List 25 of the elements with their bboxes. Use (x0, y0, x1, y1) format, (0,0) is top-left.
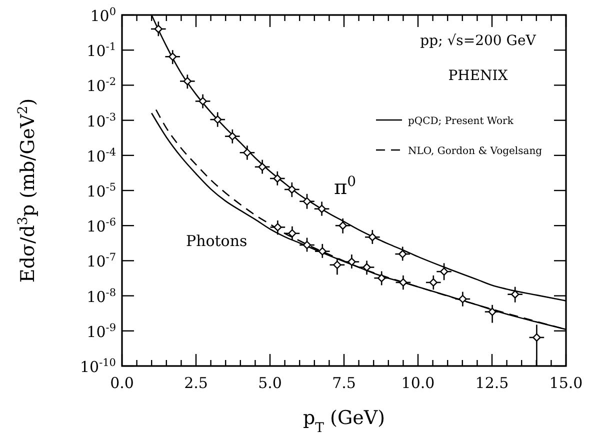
y-tick-label: 10$^{-5}$ (86, 182, 116, 200)
legend-label: pQCD; Present Work (408, 116, 514, 127)
y-tick-label: 10$^{-9}$ (86, 322, 116, 341)
annotation: Photons (186, 232, 248, 250)
annotation: PHENIX (448, 68, 508, 84)
y-tick-label: 10$^{-3}$ (86, 111, 116, 130)
y-tick-label: 10$^{-4}$ (86, 146, 116, 166)
x-tick-label: 12.5 (475, 374, 509, 392)
y-tick-label: 10$^{0}$ (90, 6, 116, 25)
x-tick-label: 15.0 (549, 374, 583, 392)
x-axis-title: p$_{T}$ (GeV) (302, 407, 386, 436)
y-tick-label: 10$^{-7}$ (86, 252, 116, 271)
legend-label: NLO, Gordon & Vogelsang (408, 146, 543, 157)
x-tick-label: 5.0 (258, 374, 282, 392)
x-tick-label: 7.5 (332, 374, 356, 392)
y-tick-label: 10$^{-10}$ (80, 357, 116, 376)
x-tick-label: 10.0 (401, 374, 435, 392)
y-tick-label: 10$^{-2}$ (86, 76, 116, 96)
annotation: π$^{0}$ (334, 174, 356, 199)
annotation: pp; √s=200 GeV (420, 33, 537, 49)
y-tick-label: 10$^{-1}$ (86, 41, 116, 60)
x-tick-label: 2.5 (184, 374, 208, 392)
y-tick-label: 10$^{-6}$ (86, 216, 116, 236)
x-tick-label: 0.0 (110, 374, 134, 392)
y-tick-label: 10$^{-8}$ (86, 286, 116, 306)
